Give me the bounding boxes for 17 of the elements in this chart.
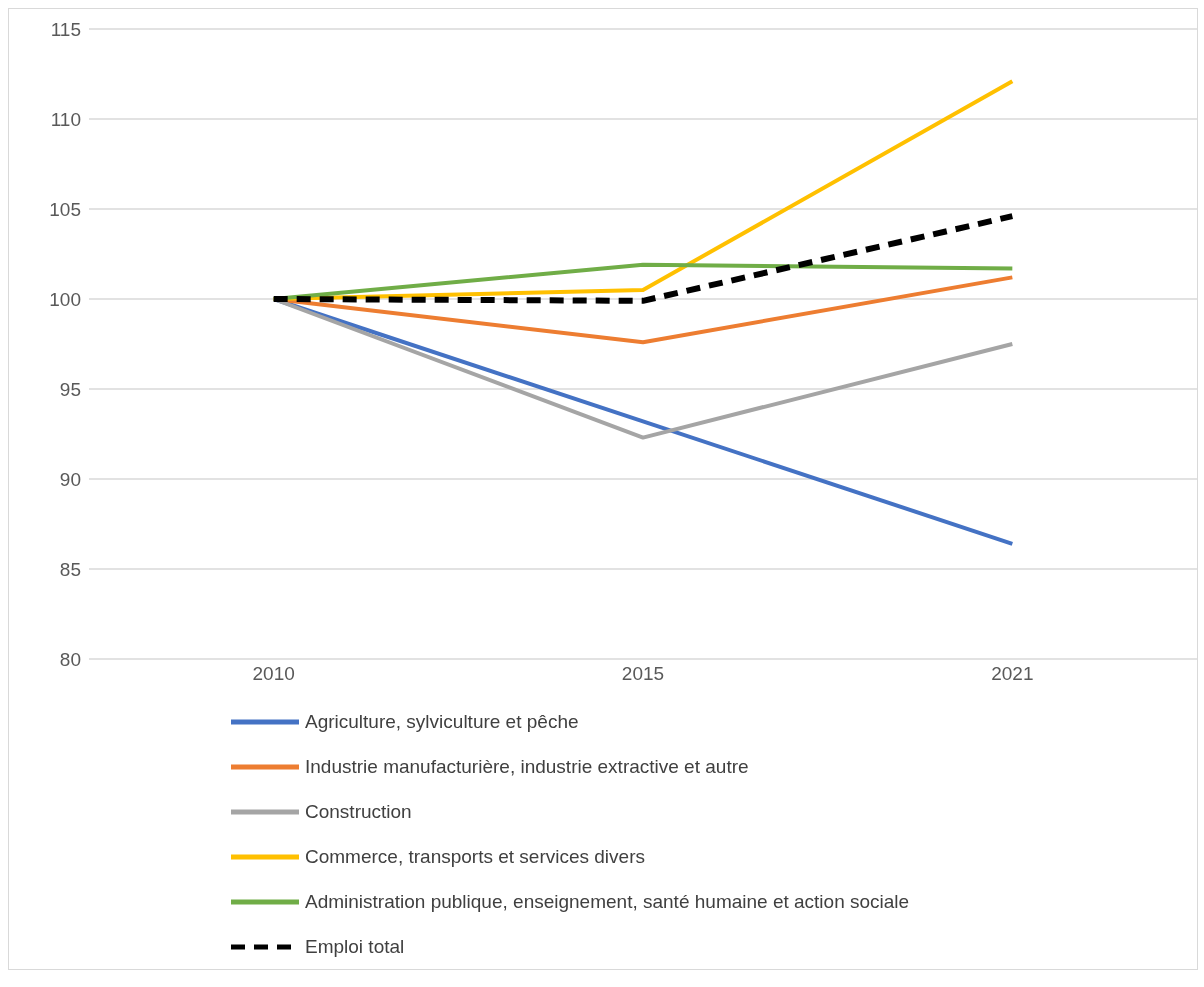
y-tick-label: 110 <box>50 108 81 130</box>
x-tick-label: 2010 <box>252 663 295 685</box>
y-tick-label: 105 <box>49 198 81 220</box>
y-tick-label: 80 <box>59 648 81 670</box>
x-tick-label: 2021 <box>991 663 1034 685</box>
y-tick-label: 90 <box>59 468 81 490</box>
legend-label: Construction <box>305 800 412 823</box>
legend-label: Emploi total <box>305 935 405 958</box>
legend-label: Industrie manufacturière, industrie extractive et autre <box>305 755 749 778</box>
y-tick-label: 95 <box>59 378 81 400</box>
legend-label: Commerce, transports et services divers <box>305 845 645 868</box>
legend-label: Administration publique, enseignement, santé humaine et action sociale <box>305 890 910 913</box>
y-tick-label: 85 <box>59 558 81 580</box>
y-tick-label: 115 <box>50 18 81 40</box>
y-tick-label: 100 <box>49 288 81 310</box>
legend-label: Agriculture, sylviculture et pêche <box>305 710 579 733</box>
x-tick-label: 2015 <box>621 663 665 685</box>
